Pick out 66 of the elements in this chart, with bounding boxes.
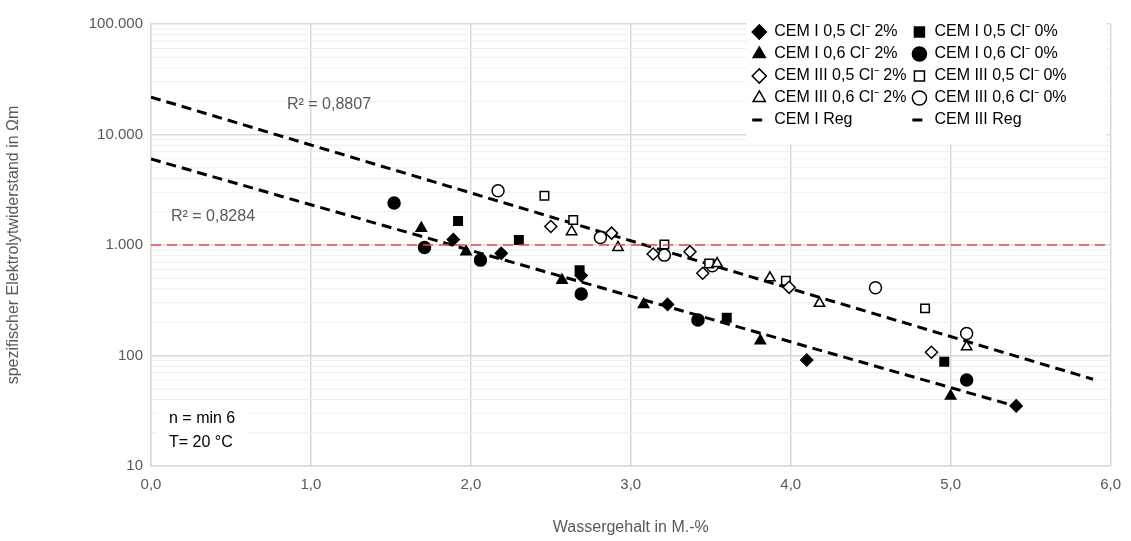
x-tick-label: 5,0 (940, 475, 962, 493)
point (696, 266, 710, 281)
point (568, 215, 579, 226)
point (513, 235, 524, 245)
legend-label: CEM III 0,5 Cl⁻ 0% (934, 66, 1067, 84)
point (604, 226, 619, 240)
point (660, 297, 675, 312)
point (593, 230, 608, 245)
point (646, 247, 660, 261)
point (565, 224, 578, 236)
point (453, 215, 464, 226)
point (959, 373, 974, 387)
point (387, 196, 401, 210)
point (944, 389, 957, 400)
legend-label: CEM I 0,6 Cl⁻ 0% (934, 44, 1058, 62)
legend-label: CEM III 0,6 Cl⁻ 2% (774, 88, 907, 106)
y-tick-label: 10.000 (97, 124, 143, 142)
point (446, 232, 461, 247)
point (782, 280, 796, 295)
point (924, 345, 939, 359)
annotation: R² = 0,8807 (287, 94, 372, 114)
y-tick-label: 100.000 (88, 14, 143, 32)
point (683, 244, 697, 259)
legend-label: CEM I 0,5 Cl⁻ 0% (934, 22, 1058, 40)
point (415, 221, 428, 232)
point (763, 271, 776, 282)
point (574, 287, 588, 301)
x-tick-label: 6,0 (1100, 475, 1121, 493)
point (1009, 399, 1023, 413)
legend-label: CEM I 0,5 Cl⁻ 2% (774, 22, 898, 40)
legend-label: CEM I 0,6 Cl⁻ 2% (774, 44, 898, 62)
point (711, 256, 724, 268)
point (799, 353, 814, 367)
legend-label: CEM III 0,5 Cl⁻ 2% (774, 66, 907, 84)
point (494, 246, 508, 261)
point (959, 326, 974, 341)
point (539, 190, 550, 201)
annotation: R² = 0,8284 (171, 206, 256, 226)
x-tick-label: 4,0 (780, 475, 802, 493)
x-axis-title: Wassergehalt in M.-% (552, 517, 709, 535)
y-tick-label: 100 (117, 345, 143, 363)
point (754, 333, 767, 345)
x-tick-label: 2,0 (460, 475, 482, 493)
point (544, 219, 558, 234)
annotation: n = min 6 T= 20 °C (157, 400, 248, 460)
point (868, 280, 883, 295)
point (704, 258, 715, 269)
point (920, 303, 931, 314)
x-tick-label: 3,0 (620, 475, 642, 493)
point (473, 253, 488, 267)
legend-label: CEM I Reg (774, 110, 853, 128)
x-tick-label: 1,0 (300, 475, 322, 493)
point (637, 297, 650, 309)
legend-label: CEM III Reg (934, 110, 1022, 128)
point (960, 340, 973, 351)
y-axis-title: spezifischer Elektrolytwiderstand in Ωm (4, 105, 22, 385)
x-tick-label: 0,0 (140, 475, 162, 493)
point (939, 356, 950, 367)
y-tick-label: 1.000 (105, 235, 143, 253)
point (813, 296, 826, 308)
point (491, 183, 505, 198)
point (721, 312, 732, 323)
legend-label: CEM III 0,6 Cl⁻ 0% (934, 88, 1067, 106)
point (460, 244, 473, 256)
point (556, 273, 568, 284)
y-tick-label: 10 (126, 456, 143, 474)
